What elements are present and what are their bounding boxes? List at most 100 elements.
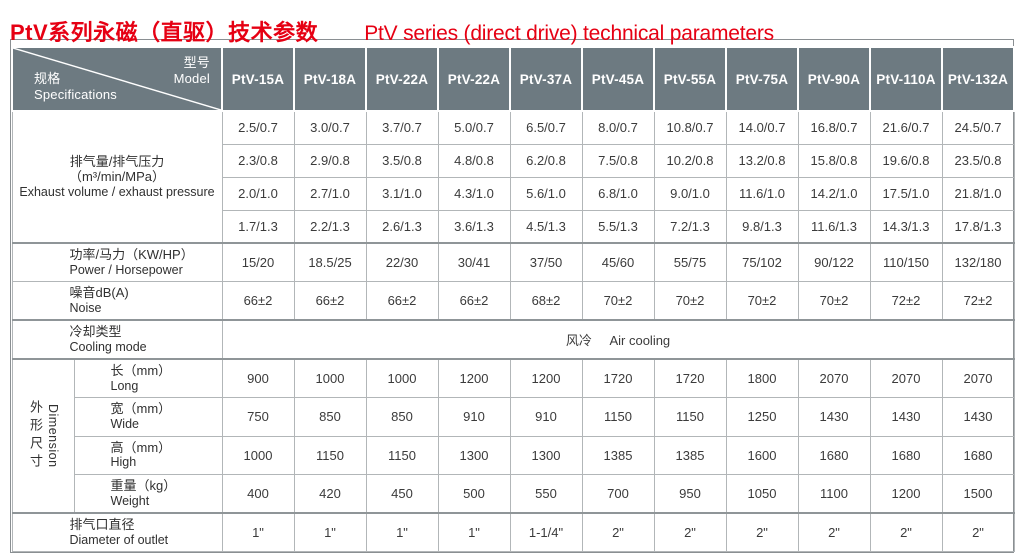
value-cell: 1" [437,511,511,552]
value-cell: 1250 [725,397,799,437]
value-cell: 910 [437,397,511,437]
value-cell: 14.3/1.3 [869,209,943,244]
row-label-weight: 重量（kg） Weight [73,473,223,514]
value-cell: 1200 [509,358,583,399]
row-label-wide: 宽（mm） Wide [73,397,223,437]
value-cell: 1800 [725,358,799,399]
model-header: PtV-90A [797,46,871,112]
value-cell: 11.6/1.3 [797,209,871,244]
value-cell: 1300 [437,435,511,475]
value-cell: 2.9/0.8 [293,143,367,178]
cooling-row: 冷却类型 Cooling mode 风冷 Air cooling [11,319,1015,360]
value-cell: 450 [365,473,439,514]
page-title-en: PtV series (direct drive) technical para… [364,22,774,45]
value-cell: 17.8/1.3 [941,209,1015,244]
weight-label-en: Weight [110,493,150,508]
cooling-label-zh: 冷却类型 [69,324,122,340]
value-cell: 75/102 [725,242,799,283]
model-header: PtV-37A [509,46,583,112]
corner-spec-label: 规格 Specifications [34,71,117,104]
exhaust-label-zh: 排气量/排气压力 [69,153,165,169]
value-cell: 11.6/1.0 [725,176,799,211]
noise-row: 噪音dB(A) Noise 66±2 66±2 66±2 66±2 68±2 70±2 70… [11,281,1015,321]
value-cell: 132/180 [941,242,1015,283]
outlet-row: 排气口直径 Diameter of outlet 1" 1" 1" 1" 1-1/4" 2… [11,511,1015,552]
exhaust-row-1: 排气量/排气压力 （m³/min/MPa） Exhaust volume / e… [11,110,1015,244]
value-cell: 3.0/0.7 [293,110,367,145]
value-cell: 21.6/0.7 [869,110,943,145]
value-cell: 1.7/1.3 [221,209,295,244]
value-cell: 7.2/1.3 [653,209,727,244]
model-header: PtV-132A [941,46,1015,112]
value-cell: 66±2 [365,281,439,321]
value-cell: 1500 [941,473,1015,514]
value-cell: 910 [509,397,583,437]
value-cell: 72±2 [941,281,1015,321]
value-cell: 1430 [941,397,1015,437]
value-cell: 850 [293,397,367,437]
value-cell: 4.5/1.3 [509,209,583,244]
value-cell: 1720 [581,358,655,399]
power-row: 功率/马力（KW/HP） Power / Horsepower 15/20 18.… [11,242,1015,283]
value-cell: 2" [725,511,799,552]
value-cell: 1000 [221,435,295,475]
value-cell: 6.8/1.0 [581,176,655,211]
value-cell: 2" [653,511,727,552]
value-cell: 400 [221,473,295,514]
row-label-cooling: 冷却类型 Cooling mode [11,319,223,360]
value-cell: 1000 [365,358,439,399]
parameters-table-frame: 型号 Model 规格 Specifications PtV-15A PtV-18… [10,39,1015,553]
value-cell: 2.5/0.7 [221,110,295,145]
value-cell: 1200 [869,473,943,514]
value-cell: 1" [221,511,295,552]
value-cell: 37/50 [509,242,583,283]
value-cell: 9.8/1.3 [725,209,799,244]
value-cell: 17.5/1.0 [869,176,943,211]
model-header: PtV-55A [653,46,727,112]
value-cell: 1200 [437,358,511,399]
value-cell: 19.6/0.8 [869,143,943,178]
dimension-row-weight: 重量（kg） Weight 400 420 450 500 550 700 950 1050 1… [12,473,1015,514]
value-cell: 110/150 [869,242,943,283]
cooling-value-cell: 风冷 Air cooling [221,319,1015,360]
dimension-row-long: 外形尺寸 Dimension 长（mm） Long 900 1000 1000 120… [11,358,1015,514]
outlet-label-zh: 排气口直径 [69,516,135,532]
value-cell: 6.5/0.7 [509,110,583,145]
value-cell: 750 [221,397,295,437]
noise-label-zh: 噪音dB(A) [69,285,129,301]
value-cell: 1680 [941,435,1015,475]
value-cell: 2.0/1.0 [221,176,295,211]
value-cell: 72±2 [869,281,943,321]
dimension-side-en: Dimension [46,404,60,468]
long-label-en: Long [110,379,139,394]
value-cell: 70±2 [581,281,655,321]
model-header: PtV-22A [437,46,511,112]
dimension-row-wide: 宽（mm） Wide 750 850 850 910 910 1150 1150 1250 14… [12,397,1015,437]
value-cell: 2" [797,511,871,552]
noise-label-en: Noise [69,300,102,315]
value-cell: 850 [365,397,439,437]
corner-model-en: Model [173,71,210,87]
value-cell: 1050 [725,473,799,514]
value-cell: 420 [293,473,367,514]
value-cell: 70±2 [725,281,799,321]
value-cell: 66±2 [293,281,367,321]
value-cell: 3.6/1.3 [437,209,511,244]
value-cell: 2.6/1.3 [365,209,439,244]
value-cell: 66±2 [221,281,295,321]
value-cell: 22/30 [365,242,439,283]
row-label-high: 高（mm） High [73,435,223,475]
value-cell: 90/122 [797,242,871,283]
value-cell: 2070 [797,358,871,399]
model-header: PtV-110A [869,46,943,112]
value-cell: 1-1/4" [509,511,583,552]
value-cell: 2070 [869,358,943,399]
value-cell: 3.7/0.7 [365,110,439,145]
model-header: PtV-45A [581,46,655,112]
corner-cell: 型号 Model 规格 Specifications [11,46,223,112]
value-cell: 5.0/0.7 [437,110,511,145]
value-cell: 700 [581,473,655,514]
value-cell: 45/60 [581,242,655,283]
value-cell: 30/41 [437,242,511,283]
model-header: PtV-18A [293,46,367,112]
